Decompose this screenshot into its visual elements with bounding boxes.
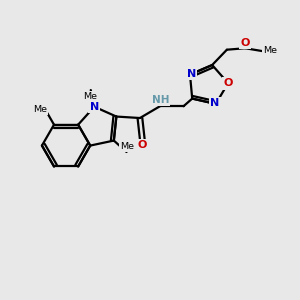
Text: N: N <box>187 69 196 79</box>
Text: Me: Me <box>120 142 134 151</box>
Text: O: O <box>138 140 147 150</box>
Text: O: O <box>224 78 233 88</box>
Text: O: O <box>241 38 250 48</box>
Text: Me: Me <box>83 92 97 101</box>
Text: N: N <box>210 98 219 108</box>
Text: Me: Me <box>33 105 47 114</box>
Text: N: N <box>90 102 99 112</box>
Text: Me: Me <box>263 46 277 55</box>
Text: NH: NH <box>152 95 169 105</box>
